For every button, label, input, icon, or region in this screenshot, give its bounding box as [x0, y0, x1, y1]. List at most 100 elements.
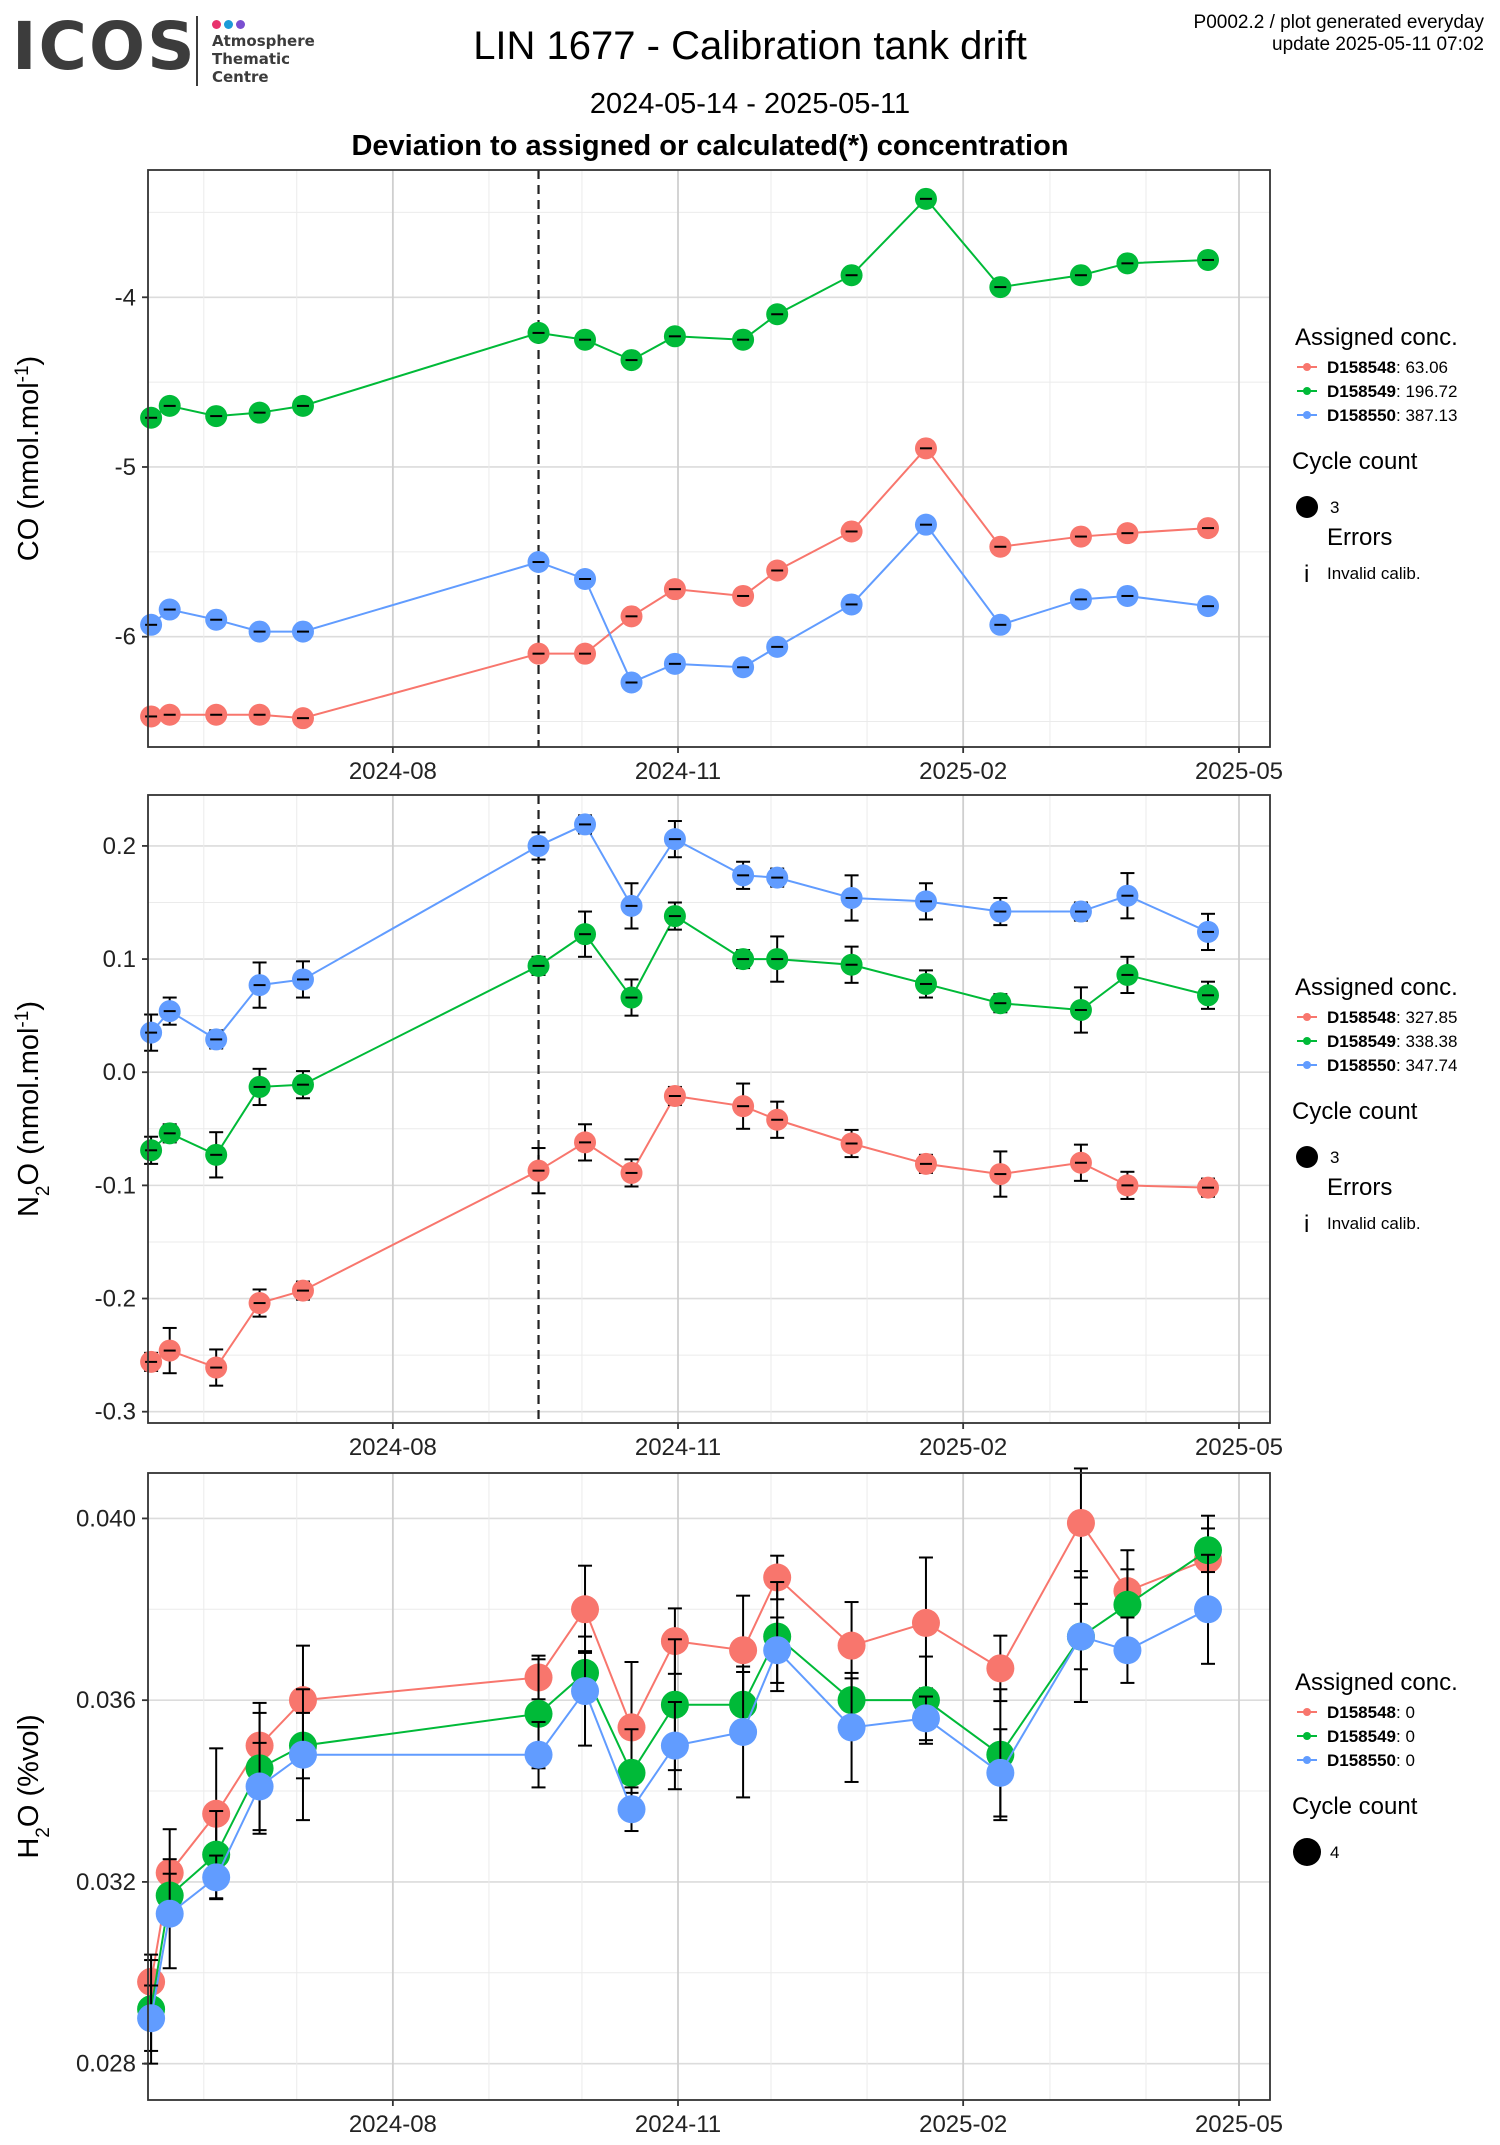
data-point-D158548 [729, 1636, 758, 1665]
errors-key-glyph: i [1304, 561, 1309, 588]
data-point-D158548 [1066, 1508, 1095, 1537]
plot-background [148, 795, 1270, 1423]
errors-title: Errors [1327, 1174, 1392, 1201]
y-axis-label-part: 2 [33, 1185, 54, 1196]
plot-background [148, 170, 1270, 747]
y-tick-label: -4 [115, 284, 136, 311]
y-axis-label-part: CO (nmol.mol [13, 382, 45, 561]
y-axis-label: CO (nmol.mol-1) [12, 356, 46, 561]
cycle-count-key [1293, 1838, 1321, 1866]
plot-border [147, 169, 1271, 748]
chart-panel-n2o: 0.2 0.1 0.0 -0.1 -0.2 -0.3 2024-08 2024-11 2025-… [12, 794, 1458, 1461]
chart-subtitle: Deviation to assigned or calculated(*) c… [351, 130, 1069, 162]
y-tick-label: -0.3 [95, 1399, 136, 1426]
data-point-D158550 [1194, 1595, 1223, 1624]
legend-entry-name: D158550 [1327, 406, 1396, 425]
x-tick-label: 2025-02 [919, 758, 1007, 785]
logo-divider [196, 16, 198, 86]
legend-entry-value: : 63.06 [1396, 358, 1448, 377]
data-point-D158549 [524, 1699, 553, 1728]
data-point-D158549 [617, 1758, 646, 1787]
legend-entry: D158550: 0 [1327, 1751, 1415, 1770]
y-axis-label-part: ) [13, 1001, 45, 1011]
legend-entry: D158548: 327.85 [1327, 1008, 1457, 1027]
plot-border [147, 1472, 1271, 2101]
x-tick-label: 2025-05 [1195, 1434, 1283, 1461]
y-tick-label: -0.1 [95, 1172, 136, 1199]
legend-title: Assigned conc. [1295, 974, 1458, 1001]
data-point-D158549 [1113, 1590, 1142, 1619]
legend-key-dot [1303, 1061, 1311, 1069]
data-point-D158548 [571, 1595, 600, 1624]
date-range: 2024-05-14 - 2025-05-11 [589, 88, 911, 120]
legend-key-dot [1303, 1756, 1311, 1764]
legend-entry-name: D158549 [1327, 1032, 1396, 1051]
x-tick-label: 2024-11 [635, 1434, 721, 1461]
logo-subtitle: Atmosphere Thematic Centre [212, 32, 315, 86]
update-timestamp: update 2025-05-11 07:02 [1272, 34, 1484, 55]
x-tick-label: 2025-02 [919, 1434, 1007, 1461]
x-tick-label: 2025-05 [1195, 2111, 1283, 2138]
y-axis-label-part: O (%vol) [13, 1714, 45, 1827]
cycle-count-value: 3 [1330, 1148, 1339, 1167]
y-tick-label: 0.0 [103, 1059, 136, 1086]
data-point-D158549 [1194, 1536, 1223, 1565]
cycle-count-value: 3 [1330, 498, 1339, 517]
plot-background [148, 1473, 1270, 2100]
data-point-D158550 [729, 1717, 758, 1746]
legend: Assigned conc. D158548: 327.85 D158549: 33… [1292, 974, 1458, 1238]
legend-entry: D158550: 387.13 [1327, 406, 1457, 425]
cycle-count-value: 4 [1330, 1843, 1339, 1862]
chart-panel-co: -4 -5 -6 2024-08 2024-11 2025-02 2025-05 CO (nm… [12, 169, 1458, 785]
legend-entry: D158548: 63.06 [1327, 358, 1448, 377]
y-tick-label: -5 [115, 454, 136, 481]
x-tick-label: 2025-05 [1195, 758, 1283, 785]
legend-entry-value: : 327.85 [1396, 1008, 1457, 1027]
legend-key-dot [1303, 1013, 1311, 1021]
y-axis-label: N2O (nmol.mol-1) [12, 1001, 54, 1217]
logo-dot-blue [224, 20, 233, 29]
icos-logo-text: ICOS [12, 8, 197, 85]
generation-info: P0002.2 / plot generated everyday [1193, 12, 1484, 33]
y-axis-label-part: -1 [12, 365, 33, 382]
data-point-D158550 [660, 1731, 689, 1760]
legend-title: Assigned conc. [1295, 324, 1458, 351]
chart-panel-h2o: 0.040 0.036 0.032 0.028 2024-08 2024-11 2025-0… [13, 1467, 1458, 2138]
page-title: LIN 1677 - Calibration tank drift [473, 24, 1027, 68]
logo-dots-icon [212, 16, 248, 34]
cycle-count-title: Cycle count [1292, 1098, 1418, 1125]
plot-border [147, 794, 1271, 1424]
cycle-count-title: Cycle count [1292, 448, 1418, 475]
legend: Assigned conc. D158548: 63.06 D158549: 196… [1292, 324, 1458, 588]
legend-entry: D158549: 196.72 [1327, 382, 1457, 401]
y-axis-label: H2O (%vol) [13, 1714, 54, 1858]
legend-entry-value: : 0 [1396, 1727, 1415, 1746]
legend-entry: D158549: 338.38 [1327, 1032, 1457, 1051]
legend-entry-value: : 0 [1396, 1751, 1415, 1770]
data-point-D158550 [1066, 1622, 1095, 1651]
x-tick-label: 2024-11 [635, 2111, 721, 2138]
legend-entry: D158548: 0 [1327, 1703, 1415, 1722]
data-point-D158548 [911, 1608, 940, 1637]
legend-entry-value: : 387.13 [1396, 406, 1457, 425]
data-point-D158548 [986, 1654, 1015, 1683]
y-tick-label: 0.2 [103, 833, 136, 860]
data-point-D158550 [763, 1636, 792, 1665]
data-point-D158550 [202, 1863, 231, 1892]
legend-key-dot [1303, 1732, 1311, 1740]
cycle-count-title: Cycle count [1292, 1793, 1418, 1820]
legend-key-dot [1303, 1708, 1311, 1716]
legend-entry-value: : 0 [1396, 1703, 1415, 1722]
legend-entry-name: D158548 [1327, 1008, 1396, 1027]
data-point-D158550 [837, 1713, 866, 1742]
y-tick-label: -0.2 [95, 1286, 136, 1313]
legend-entry-name: D158549 [1327, 1727, 1396, 1746]
data-point-D158550 [1113, 1636, 1142, 1665]
legend-key-dot [1303, 411, 1311, 419]
legend-title: Assigned conc. [1295, 1669, 1458, 1696]
data-point-D158550 [571, 1677, 600, 1706]
legend-entry-name: D158548 [1327, 1703, 1396, 1722]
errors-label: Invalid calib. [1327, 564, 1421, 583]
